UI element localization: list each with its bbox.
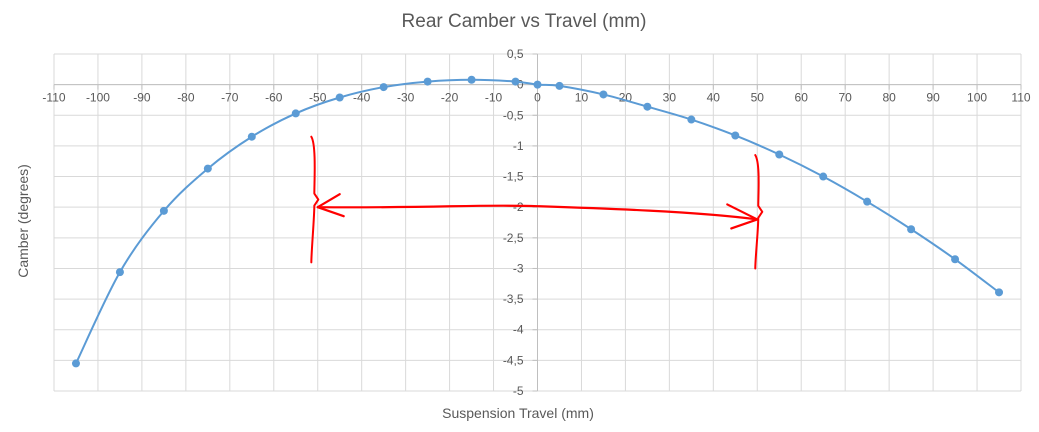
x-tick-labels: -110 -100 -90 -80 -70 -60 -50 -40 -30 -20 -10 0 10 20… xyxy=(42,91,1030,105)
y-tick-label: -2 xyxy=(513,200,524,214)
x-tick-label: 90 xyxy=(926,91,940,105)
y-tick-labels: 0,5 0 -0,5 -1 -1,5 -2 -2,5 -3 -3,5 -4 -4,5 -5 xyxy=(503,47,524,398)
x-tick-label: -60 xyxy=(265,91,283,105)
y-tick-label: -5 xyxy=(513,384,524,398)
y-tick-label: -3,5 xyxy=(503,292,524,306)
data-point xyxy=(203,164,212,173)
data-point xyxy=(511,77,520,86)
x-tick-label: 0 xyxy=(534,91,541,105)
data-point xyxy=(643,102,652,111)
right-bracket xyxy=(754,154,764,270)
data-point xyxy=(159,206,168,215)
data-point xyxy=(819,172,828,181)
data-point xyxy=(907,225,916,234)
data-point xyxy=(775,150,784,159)
x-tick-label: -90 xyxy=(133,91,151,105)
data-point xyxy=(467,75,476,84)
x-tick-label: 40 xyxy=(707,91,721,105)
data-point xyxy=(533,80,542,89)
x-tick-label: -40 xyxy=(353,91,371,105)
x-axis-title: Suspension Travel (mm) xyxy=(442,405,594,421)
y-axis-title: Camber (degrees) xyxy=(15,164,31,278)
data-point xyxy=(247,132,256,141)
y-tick-label: -1,5 xyxy=(503,170,524,184)
y-tick-label: -2,5 xyxy=(503,231,524,245)
x-tick-label: 30 xyxy=(663,91,677,105)
y-tick-label: -3 xyxy=(513,261,524,275)
double-arrow-line xyxy=(316,204,759,221)
data-points xyxy=(71,75,1004,368)
red-annotations xyxy=(310,135,764,270)
y-tick-label: -4 xyxy=(513,323,524,337)
x-tick-label: -80 xyxy=(177,91,195,105)
x-tick-label: -110 xyxy=(42,91,65,105)
data-point xyxy=(423,77,432,86)
x-tick-label: 110 xyxy=(1011,91,1030,105)
x-tick-label: -50 xyxy=(309,91,327,105)
data-point xyxy=(335,93,344,102)
data-point xyxy=(599,90,608,99)
x-tick-label: -10 xyxy=(485,91,503,105)
data-point xyxy=(687,115,696,124)
x-tick-label: -30 xyxy=(397,91,415,105)
x-tick-label: 70 xyxy=(839,91,853,105)
x-tick-label: -100 xyxy=(86,91,110,105)
data-point xyxy=(731,131,740,140)
y-tick-label: 0,5 xyxy=(507,47,524,61)
x-tick-label: -20 xyxy=(441,91,459,105)
data-point xyxy=(863,197,872,206)
x-tick-label: 60 xyxy=(795,91,809,105)
y-tick-label: -0,5 xyxy=(503,108,524,122)
x-tick-label: 100 xyxy=(967,91,987,105)
data-point xyxy=(291,109,300,118)
left-bracket xyxy=(310,135,320,264)
data-point xyxy=(555,81,564,90)
chart-title: Rear Camber vs Travel (mm) xyxy=(402,11,647,32)
data-point xyxy=(115,268,124,277)
x-tick-label: 10 xyxy=(575,91,589,105)
data-point xyxy=(379,83,388,92)
left-arrowhead xyxy=(316,193,345,218)
data-point xyxy=(71,359,80,368)
y-tick-label: -4,5 xyxy=(503,353,524,367)
y-tick-label: -1 xyxy=(513,139,524,153)
y-tick-label: 0 xyxy=(517,78,524,92)
data-point xyxy=(951,255,960,264)
x-tick-label: 80 xyxy=(882,91,896,105)
x-tick-label: 50 xyxy=(751,91,765,105)
x-tick-label: -70 xyxy=(221,91,239,105)
data-point xyxy=(995,288,1004,297)
